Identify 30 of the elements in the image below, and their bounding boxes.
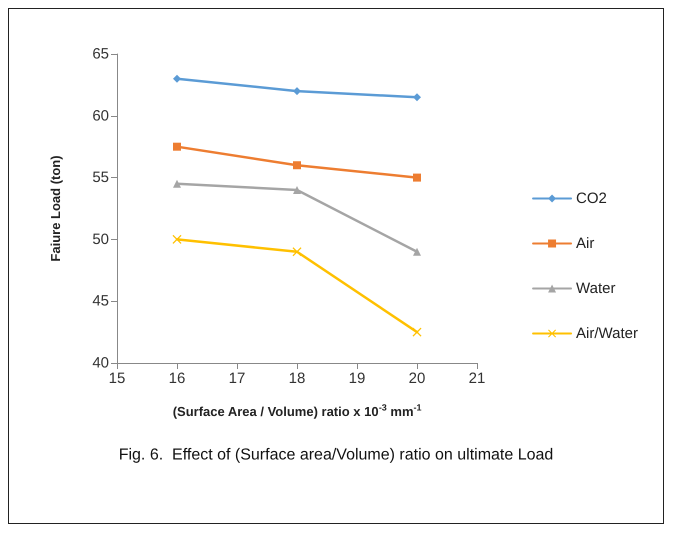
point [172,234,182,244]
x-tick-label: 17 [228,370,246,387]
y-axis-title: Faiure Load (ton) [48,155,63,262]
x-tick-label: 18 [288,370,306,387]
point [173,74,181,83]
point [413,248,421,256]
x-tick-label: 16 [168,370,186,387]
y-tick-label: 45 [92,292,109,310]
x-tick-label: 19 [348,370,366,387]
legend-label: CO2 [576,190,607,207]
point [293,161,301,170]
y-tick-label: 50 [92,230,109,248]
legend-label: Air [576,235,594,252]
point [293,186,301,194]
legend-label: Air/Water [576,325,638,342]
y-tick-label: 65 [92,46,109,62]
x-tick-label: 15 [108,370,126,387]
point [173,142,181,151]
point [413,93,421,102]
point [292,247,302,256]
caption: Fig. 6. Effect of (Surface area/Volume) ratio on ultimate Load [118,446,554,464]
point [413,174,421,182]
y-tick-label: 60 [92,107,109,124]
point [293,87,301,96]
point [173,180,181,188]
y-tick-label: 55 [92,169,109,186]
legend-label: Water [576,280,616,297]
x-tick-label: 21 [468,370,486,387]
x-tick-label: 20 [408,370,426,387]
y-tick-label: 40 [92,354,109,372]
